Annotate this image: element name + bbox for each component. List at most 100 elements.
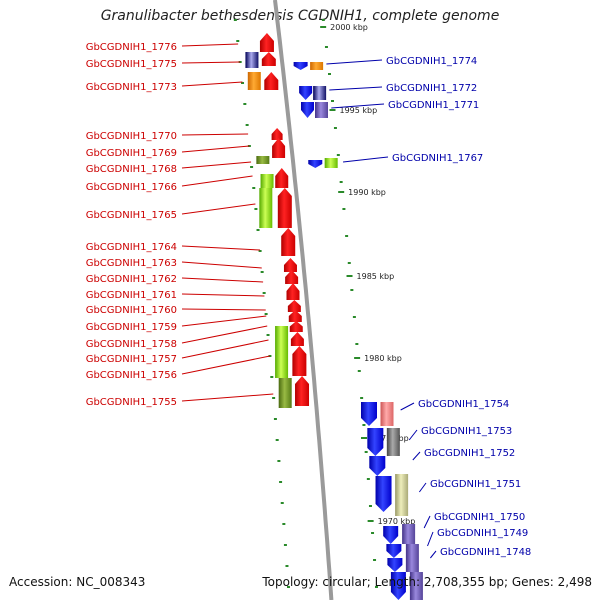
right-leader-line — [427, 531, 434, 547]
left-leader-line — [181, 145, 250, 153]
topology-text: Topology: circular; Length: 2,708,355 bp… — [262, 575, 592, 589]
left-leader-line — [181, 61, 241, 64]
right-gene-label: GbCGDNIH1_1752 — [424, 448, 515, 459]
reverse-gene — [299, 86, 313, 100]
left-leader-line — [181, 339, 269, 359]
map-title: Granulibacter bethesdensis CGDNIH1, comp… — [100, 8, 500, 24]
right-leader-line — [412, 451, 421, 461]
left-gene-label: GbCGDNIH1_1770 — [86, 131, 177, 142]
left-leader-line — [181, 81, 243, 87]
left-leader-line — [181, 175, 253, 187]
reverse-gene — [310, 62, 324, 70]
right-leader-line — [418, 482, 427, 493]
forward-gene — [259, 188, 273, 228]
right-gene-label: GbCGDNIH1_1748 — [440, 547, 531, 558]
right-leader-line — [343, 156, 389, 163]
forward-gene — [247, 72, 261, 90]
reverse-gene — [369, 456, 386, 476]
left-leader-line — [181, 293, 265, 297]
right-gene-label: GbCGDNIH1_1753 — [421, 426, 512, 437]
forward-gene — [290, 332, 304, 346]
genome-backbone — [273, 0, 334, 600]
forward-gene — [272, 138, 286, 158]
left-gene-label: GbCGDNIH1_1764 — [86, 242, 177, 253]
reverse-gene — [386, 428, 400, 456]
scale-label: 1995 kbp — [339, 106, 377, 115]
left-leader-line — [181, 203, 256, 215]
left-gene-label: GbCGDNIH1_1761 — [86, 290, 177, 301]
right-gene-label: GbCGDNIH1_1754 — [418, 399, 509, 410]
reverse-gene — [313, 86, 327, 100]
scale-label: 1970 kbp — [378, 517, 416, 526]
reverse-gene — [395, 474, 409, 516]
reverse-gene — [367, 428, 384, 456]
left-leader-line — [181, 133, 249, 136]
right-leader-line — [331, 103, 385, 109]
left-gene-label: GbCGDNIH1_1773 — [86, 82, 177, 93]
forward-gene — [275, 168, 289, 188]
left-gene-label: GbCGDNIH1_1769 — [86, 148, 177, 159]
scale-label: 1990 kbp — [348, 188, 386, 197]
left-leader-line — [181, 393, 274, 402]
forward-gene — [289, 321, 303, 332]
left-gene-label: GbCGDNIH1_1755 — [86, 397, 177, 408]
left-gene-label: GbCGDNIH1_1766 — [86, 182, 177, 193]
left-leader-line — [181, 277, 264, 283]
left-gene-label: GbCGDNIH1_1757 — [86, 354, 177, 365]
reverse-gene — [383, 526, 399, 544]
right-gene-label: GbCGDNIH1_1771 — [388, 100, 479, 111]
forward-gene — [295, 376, 310, 406]
forward-gene — [281, 228, 296, 256]
forward-gene — [264, 72, 279, 90]
scale-label: 2000 kbp — [330, 23, 368, 32]
scale-label: 1985 kbp — [357, 272, 395, 281]
scale-label: 1980 kbp — [364, 354, 402, 363]
forward-gene — [277, 188, 292, 228]
left-leader-line — [181, 325, 268, 344]
forward-gene — [275, 326, 289, 378]
right-gene-label: GbCGDNIH1_1767 — [392, 153, 483, 164]
forward-gene — [286, 283, 300, 300]
reverse-gene — [300, 102, 314, 118]
reverse-gene — [360, 402, 377, 426]
left-gene-label: GbCGDNIH1_1763 — [86, 258, 177, 269]
left-gene-label: GbCGDNIH1_1776 — [86, 42, 177, 53]
reverse-gene — [380, 402, 394, 426]
forward-gene — [278, 378, 292, 408]
forward-gene — [285, 270, 299, 284]
right-gene-label: GbCGDNIH1_1774 — [386, 56, 477, 67]
forward-gene — [260, 174, 274, 188]
reverse-gene — [409, 572, 423, 600]
left-leader-line — [181, 355, 271, 375]
right-leader-line — [329, 86, 383, 91]
forward-gene — [287, 300, 301, 312]
reverse-gene — [308, 160, 323, 168]
reverse-gene — [386, 544, 402, 558]
forward-gene — [288, 310, 302, 322]
reverse-gene — [402, 524, 416, 544]
left-gene-label: GbCGDNIH1_1768 — [86, 164, 177, 175]
reverse-gene — [324, 158, 338, 168]
forward-gene — [283, 258, 297, 272]
right-leader-line — [326, 59, 383, 65]
left-leader-line — [181, 43, 239, 47]
left-gene-label: GbCGDNIH1_1759 — [86, 322, 177, 333]
reverse-gene — [390, 572, 406, 600]
forward-gene — [256, 156, 270, 164]
reverse-gene — [293, 62, 308, 70]
left-gene-label: GbCGDNIH1_1756 — [86, 370, 177, 381]
left-gene-label: GbCGDNIH1_1760 — [86, 305, 177, 316]
right-gene-label: GbCGDNIH1_1751 — [430, 479, 521, 490]
right-leader-line — [429, 550, 437, 559]
left-leader-line — [181, 161, 252, 169]
right-leader-line — [423, 515, 431, 529]
left-leader-line — [181, 245, 261, 251]
right-leader-line — [400, 402, 415, 411]
forward-gene — [271, 128, 283, 140]
reverse-gene — [387, 558, 403, 572]
right-gene-label: GbCGDNIH1_1772 — [386, 83, 477, 94]
right-gene-label: GbCGDNIH1_1750 — [434, 512, 525, 523]
left-gene-label: GbCGDNIH1_1758 — [86, 339, 177, 350]
